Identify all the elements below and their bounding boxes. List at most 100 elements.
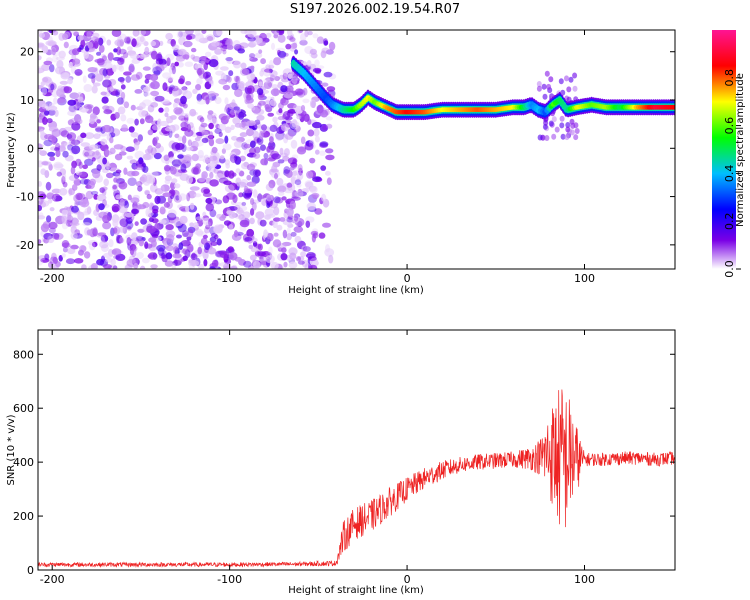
noise-blob xyxy=(323,71,333,78)
noise-blob xyxy=(253,122,262,129)
noise-blob xyxy=(118,65,124,72)
noise-blob xyxy=(254,52,263,58)
noise-blob xyxy=(210,241,218,247)
noise-blob xyxy=(271,42,275,51)
colorbar-tick-label: 0.6 xyxy=(723,117,736,135)
noise-blob xyxy=(232,40,241,49)
noise-blob xyxy=(178,115,186,121)
noise-blob xyxy=(114,112,120,119)
noise-blob xyxy=(190,54,196,60)
noise-blob xyxy=(107,52,114,61)
noise-blob xyxy=(244,144,251,149)
noise-blob xyxy=(321,82,329,87)
noise-blob xyxy=(66,215,74,221)
noise-blob xyxy=(135,159,145,168)
noise-blob xyxy=(287,127,297,137)
noise-blob xyxy=(257,243,263,251)
noise-blob xyxy=(133,141,140,151)
noise-blob xyxy=(174,183,181,189)
noise-blob xyxy=(273,206,280,216)
noise-blob xyxy=(320,50,327,59)
noise-blob xyxy=(88,144,99,150)
noise-blob xyxy=(180,163,187,173)
noise-blob xyxy=(115,172,121,179)
noise-blob xyxy=(118,226,126,233)
noise-blob xyxy=(277,185,287,193)
noise-blob xyxy=(38,100,46,109)
noise-blob xyxy=(46,215,52,223)
noise-blob xyxy=(82,75,87,83)
noise-blob xyxy=(44,110,50,116)
noise-blob xyxy=(222,84,231,91)
noise-blob xyxy=(152,252,157,260)
noise-blob xyxy=(286,227,291,235)
noise-blob xyxy=(301,245,308,252)
noise-blob xyxy=(150,264,158,269)
noise-blob xyxy=(130,245,138,252)
noise-blob xyxy=(231,82,239,91)
noise-blob xyxy=(204,242,211,251)
noise-blob xyxy=(90,36,100,43)
noise-blob xyxy=(38,259,43,266)
noise-blob xyxy=(238,170,245,177)
noise-blob xyxy=(264,68,274,73)
noise-blob xyxy=(286,217,293,223)
noise-blob xyxy=(258,49,263,54)
noise-blob xyxy=(80,39,86,48)
noise-blob xyxy=(289,200,296,210)
noise-blob xyxy=(249,57,258,62)
ridge-scatter xyxy=(566,86,572,93)
colorbar-tick-label: 0.8 xyxy=(723,69,736,87)
noise-blob xyxy=(114,39,125,47)
noise-blob xyxy=(126,155,134,160)
noise-blob xyxy=(291,184,296,192)
noise-blob xyxy=(148,217,154,223)
noise-blob xyxy=(131,232,138,241)
noise-blob xyxy=(57,145,66,152)
noise-blob xyxy=(92,169,101,179)
noise-blob xyxy=(49,156,56,161)
noise-blob xyxy=(275,263,285,269)
colorbar-tick-label: 0.2 xyxy=(723,212,736,230)
noise-blob xyxy=(128,63,135,73)
noise-blob xyxy=(258,100,266,106)
noise-blob xyxy=(281,247,287,253)
noise-blob xyxy=(41,45,49,54)
noise-blob xyxy=(99,187,105,193)
noise-blob xyxy=(180,121,188,129)
noise-blob xyxy=(212,155,217,161)
noise-blob xyxy=(249,217,255,225)
noise-blob xyxy=(119,77,125,84)
noise-blob xyxy=(139,53,147,60)
noise-blob xyxy=(144,78,150,84)
snr-series-line xyxy=(38,389,675,568)
noise-blob xyxy=(85,190,94,200)
noise-blob xyxy=(246,85,255,94)
noise-blob xyxy=(162,72,172,79)
noise-blob xyxy=(261,200,267,207)
noise-blob xyxy=(218,78,228,85)
noise-blob xyxy=(181,113,190,118)
noise-blob xyxy=(273,196,281,204)
noise-blob xyxy=(196,93,203,102)
noise-blob xyxy=(228,224,234,230)
noise-blob xyxy=(113,227,118,234)
noise-blob xyxy=(76,101,85,106)
noise-blob xyxy=(91,32,100,38)
noise-blob xyxy=(83,251,91,259)
noise-blob xyxy=(293,226,304,233)
noise-blob xyxy=(53,97,58,105)
noise-blob xyxy=(99,132,108,137)
noise-blob xyxy=(112,184,117,190)
noise-blob xyxy=(292,170,298,176)
noise-blob xyxy=(285,200,290,208)
chart-title: S197.2026.002.19.54.R07 xyxy=(289,2,461,17)
noise-blob xyxy=(123,101,130,109)
noise-blob xyxy=(263,78,271,84)
noise-blob xyxy=(40,223,50,233)
noise-blob xyxy=(53,235,60,240)
noise-blob xyxy=(198,177,206,182)
noise-blob xyxy=(238,192,244,198)
noise-blob xyxy=(51,252,57,262)
